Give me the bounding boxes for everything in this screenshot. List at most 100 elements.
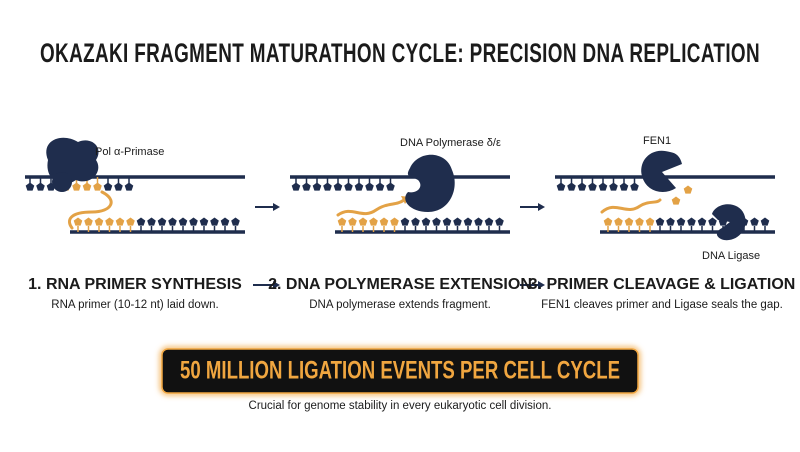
step-heading: 1. RNA PRIMER SYNTHESIS bbox=[28, 276, 242, 293]
nucleotide bbox=[337, 217, 347, 226]
title: OKAZAKI FRAGMENT MATURATHON CYCLE: PRECI… bbox=[40, 38, 760, 68]
nucleotide bbox=[189, 217, 198, 226]
nucleotide bbox=[614, 217, 623, 226]
nucleotide bbox=[199, 217, 209, 226]
nucleotide bbox=[73, 217, 83, 226]
nucleotide bbox=[369, 217, 378, 226]
nucleotide bbox=[603, 217, 613, 226]
nucleotide bbox=[671, 196, 681, 205]
nucleotide bbox=[220, 217, 230, 226]
step-heading: 2. DNA POLYMERASE EXTENSION bbox=[268, 276, 532, 293]
nucleotide bbox=[375, 182, 385, 191]
nucleotide bbox=[687, 217, 696, 226]
nucleotide bbox=[358, 217, 368, 226]
nucleotide bbox=[386, 182, 395, 191]
nucleotide bbox=[577, 182, 587, 191]
enzyme-label: DNA Polymerase δ/ε bbox=[400, 137, 501, 149]
nucleotide bbox=[147, 217, 156, 226]
primer-strand bbox=[600, 198, 662, 214]
nucleotide bbox=[556, 182, 566, 191]
diagram bbox=[25, 137, 775, 289]
nucleotide bbox=[136, 217, 146, 226]
step-description: FEN1 cleaves primer and Ligase seals the… bbox=[541, 299, 783, 311]
nucleotide bbox=[291, 182, 301, 191]
nucleotide bbox=[635, 217, 644, 226]
nucleotide bbox=[115, 217, 125, 226]
arrow-head bbox=[538, 281, 545, 289]
nucleotide bbox=[25, 182, 35, 191]
arrow-head bbox=[538, 203, 545, 211]
nucleotide bbox=[750, 217, 759, 226]
nucleotide bbox=[82, 182, 92, 191]
enzyme bbox=[712, 204, 746, 241]
banner-box bbox=[161, 348, 639, 394]
nucleotide bbox=[36, 182, 45, 191]
primer-strand bbox=[68, 190, 113, 230]
nucleotide bbox=[624, 217, 634, 226]
enzyme bbox=[405, 154, 455, 212]
nucleotide bbox=[344, 182, 353, 191]
nucleotide bbox=[598, 182, 608, 191]
nucleotide bbox=[124, 182, 134, 191]
banner-text: 50 MILLION LIGATION EVENTS PER CELL CYCL… bbox=[180, 357, 620, 385]
nucleotide bbox=[323, 182, 332, 191]
nucleotide bbox=[379, 217, 389, 226]
nucleotide bbox=[354, 182, 364, 191]
nucleotide bbox=[760, 217, 770, 226]
nucleotide bbox=[697, 217, 707, 226]
nucleotide bbox=[676, 217, 686, 226]
nucleotide bbox=[231, 217, 240, 226]
arrow-head bbox=[273, 281, 280, 289]
nucleotide bbox=[333, 182, 343, 191]
nucleotide bbox=[421, 217, 431, 226]
nucleotide bbox=[708, 217, 717, 226]
enzyme-label: DNA Ligase bbox=[702, 250, 760, 262]
nucleotide bbox=[484, 217, 494, 226]
nucleotide bbox=[178, 217, 188, 226]
nucleotide bbox=[645, 217, 655, 226]
nucleotide bbox=[495, 217, 504, 226]
step-description: RNA primer (10-12 nt) laid down. bbox=[51, 299, 218, 311]
nucleotide bbox=[655, 217, 665, 226]
nucleotide bbox=[210, 217, 219, 226]
nucleotide bbox=[93, 182, 102, 191]
nucleotide bbox=[390, 217, 399, 226]
enzyme bbox=[641, 150, 682, 192]
nucleotide bbox=[72, 182, 81, 191]
nucleotide bbox=[588, 182, 597, 191]
primer-strand bbox=[336, 198, 406, 217]
nucleotide bbox=[84, 217, 93, 226]
enzyme bbox=[52, 172, 72, 192]
nucleotide bbox=[348, 217, 357, 226]
nucleotide bbox=[400, 217, 410, 226]
nucleotide bbox=[567, 182, 576, 191]
nucleotide bbox=[619, 182, 629, 191]
nucleotide bbox=[103, 182, 113, 191]
nucleotide bbox=[609, 182, 618, 191]
nucleotide bbox=[411, 217, 420, 226]
caption: Crucial for genome stability in every eu… bbox=[249, 400, 552, 412]
nucleotide bbox=[105, 217, 114, 226]
arrow-head bbox=[273, 203, 280, 211]
nucleotide bbox=[126, 217, 135, 226]
nucleotide bbox=[168, 217, 177, 226]
nucleotide bbox=[312, 182, 322, 191]
nucleotide bbox=[630, 182, 639, 191]
nucleotide bbox=[94, 217, 104, 226]
nucleotide bbox=[365, 182, 374, 191]
nucleotide bbox=[683, 185, 693, 194]
nucleotide bbox=[474, 217, 483, 226]
nucleotide bbox=[463, 217, 473, 226]
nucleotide bbox=[442, 217, 452, 226]
nucleotide bbox=[114, 182, 123, 191]
enzyme-label: FEN1 bbox=[643, 135, 671, 147]
enzyme-label: Pol α-Primase bbox=[95, 146, 164, 158]
step-heading: 3. PRIMER CLEAVAGE & LIGATION bbox=[529, 276, 796, 293]
nucleotide bbox=[666, 217, 675, 226]
nucleotide bbox=[157, 217, 167, 226]
nucleotide bbox=[453, 217, 462, 226]
step-description: DNA polymerase extends fragment. bbox=[309, 299, 491, 311]
nucleotide bbox=[432, 217, 441, 226]
nucleotide bbox=[302, 182, 311, 191]
